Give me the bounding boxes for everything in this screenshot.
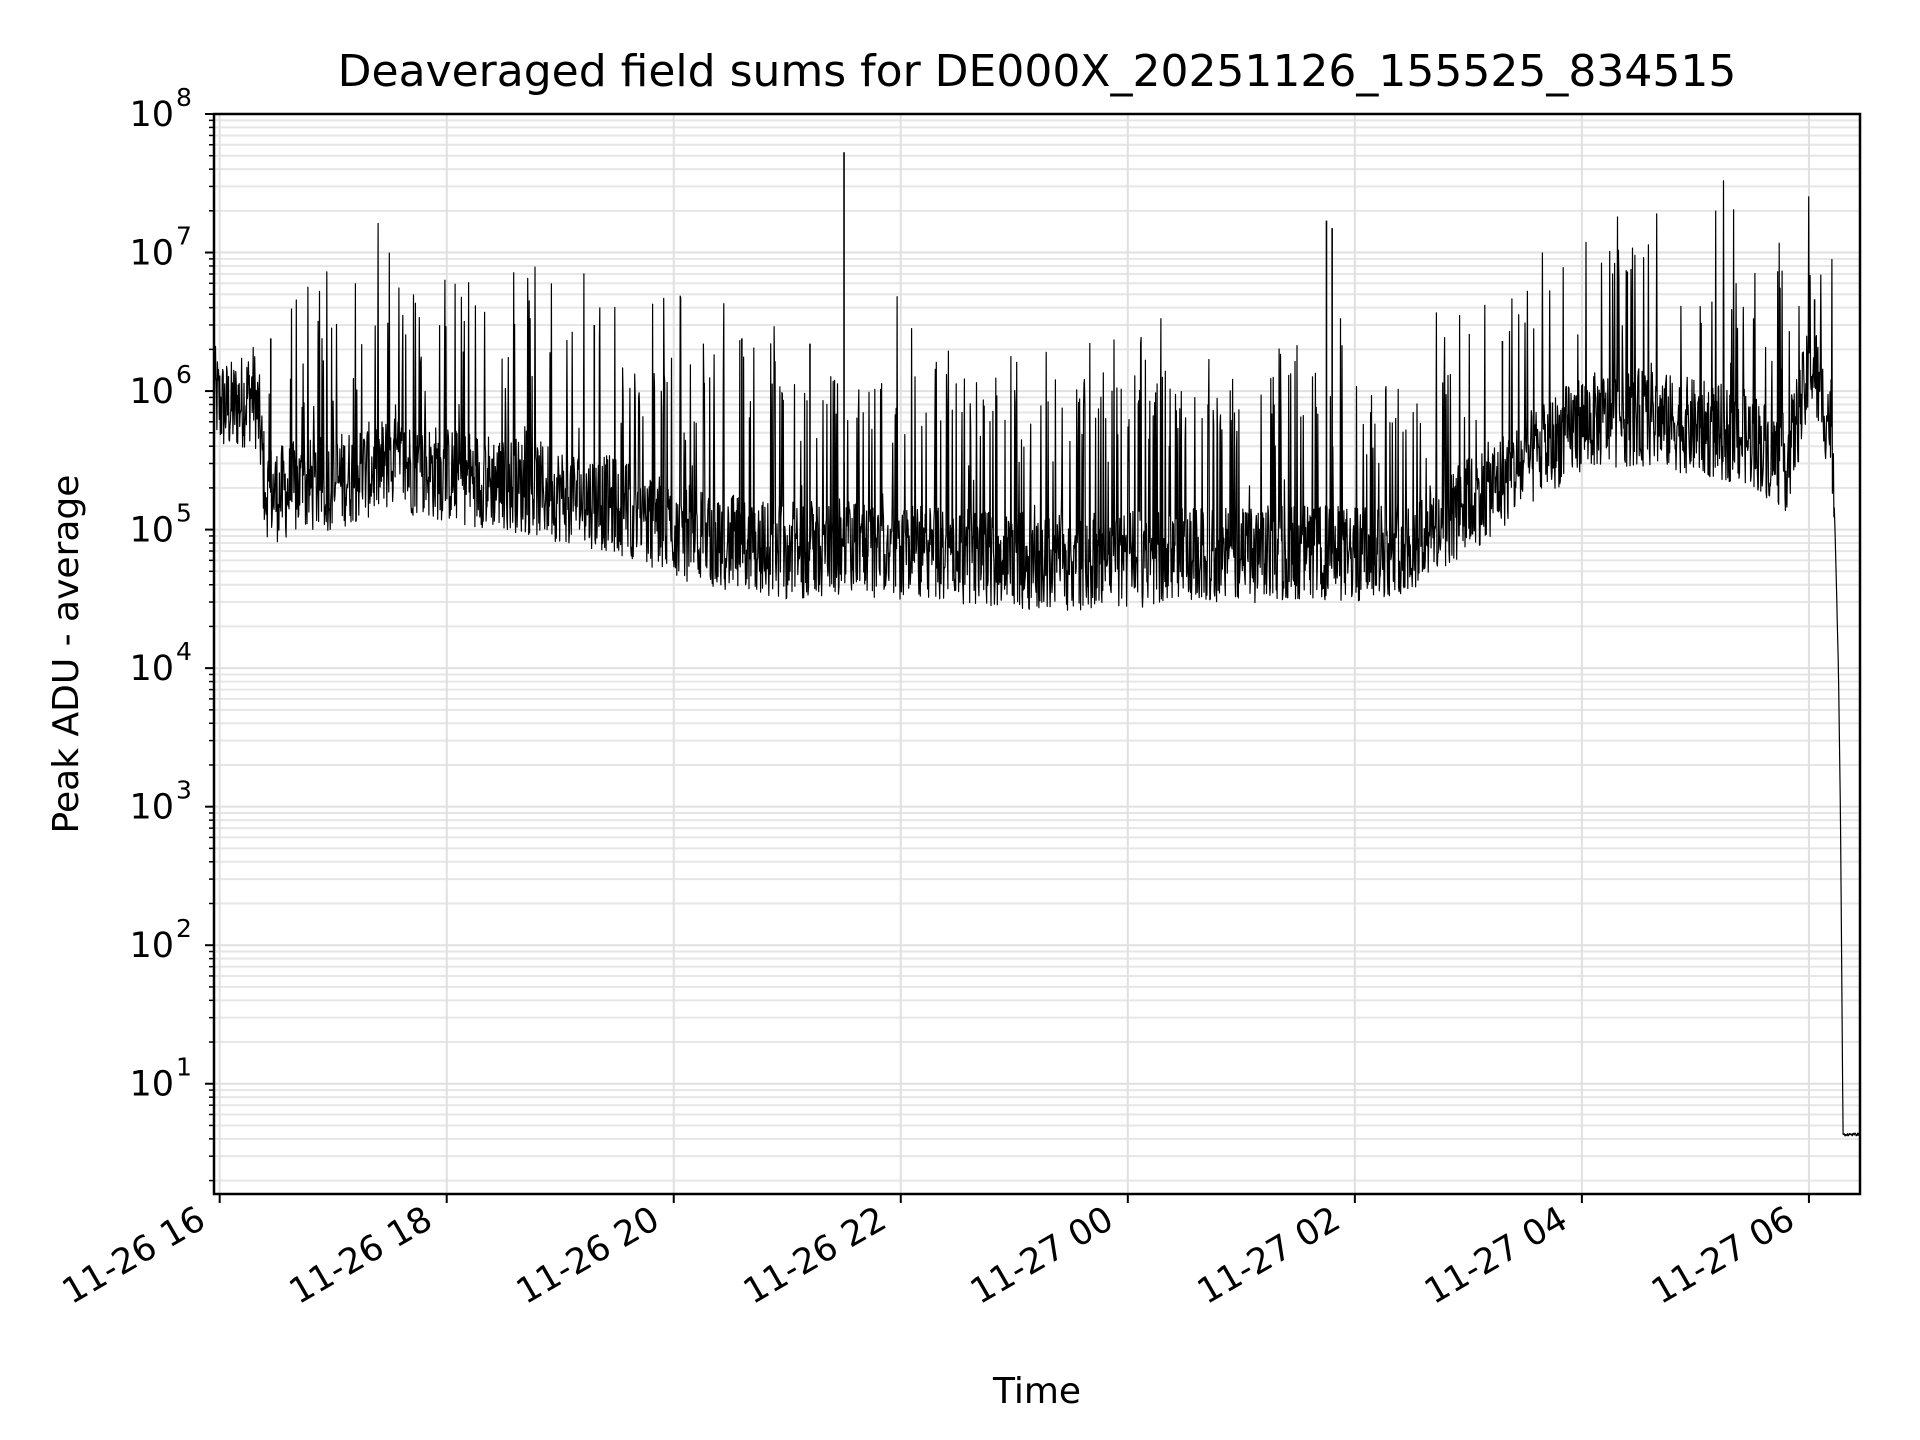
data-series <box>213 152 1861 1137</box>
y-tick-exponent: 3 <box>176 776 192 805</box>
y-tick-exponent: 7 <box>176 222 192 251</box>
y-tick-label: 10 <box>129 234 174 274</box>
series-line <box>213 180 1861 1137</box>
y-tick-exponent: 5 <box>176 499 192 528</box>
y-tick-exponent: 1 <box>176 1053 192 1082</box>
y-tick-label: 10 <box>129 511 174 551</box>
y-axis-label: Peak ADU - average <box>46 475 87 834</box>
y-tick-exponent: 4 <box>176 637 192 666</box>
grid <box>214 113 1860 1194</box>
chart-title: Deaveraged field sums for DE000X_2025112… <box>338 46 1737 97</box>
y-tick-exponent: 2 <box>176 914 192 943</box>
y-tick-label: 10 <box>129 372 174 412</box>
y-tick-exponent: 6 <box>176 360 192 389</box>
y-tick-label: 10 <box>129 649 174 689</box>
plot-frame <box>212 112 1862 1196</box>
y-tick-exponent: 8 <box>176 83 192 112</box>
y-tick-label: 10 <box>129 95 174 135</box>
x-axis-label: Time <box>992 1371 1081 1412</box>
y-tick-label: 10 <box>129 1065 174 1105</box>
y-tick-label: 10 <box>129 926 174 966</box>
y-tick-label: 10 <box>129 788 174 828</box>
